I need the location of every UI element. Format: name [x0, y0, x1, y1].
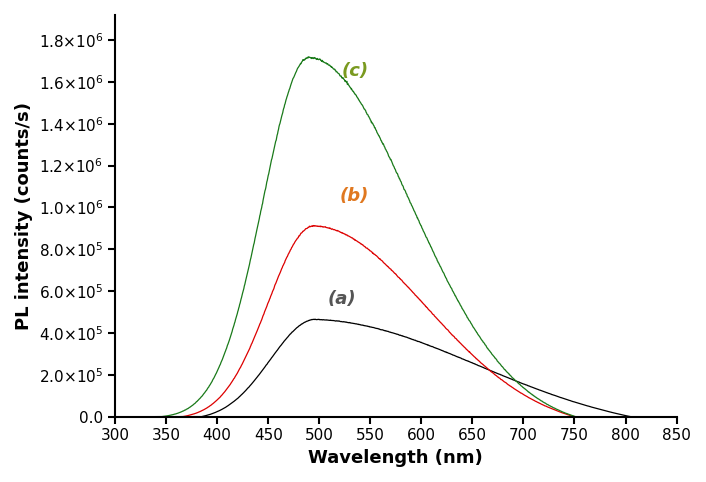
- Y-axis label: PL intensity (counts/s): PL intensity (counts/s): [15, 102, 33, 330]
- Text: (b): (b): [340, 187, 369, 205]
- Text: (a): (a): [328, 290, 356, 308]
- Text: (c): (c): [342, 62, 369, 80]
- X-axis label: Wavelength (nm): Wavelength (nm): [309, 449, 483, 467]
